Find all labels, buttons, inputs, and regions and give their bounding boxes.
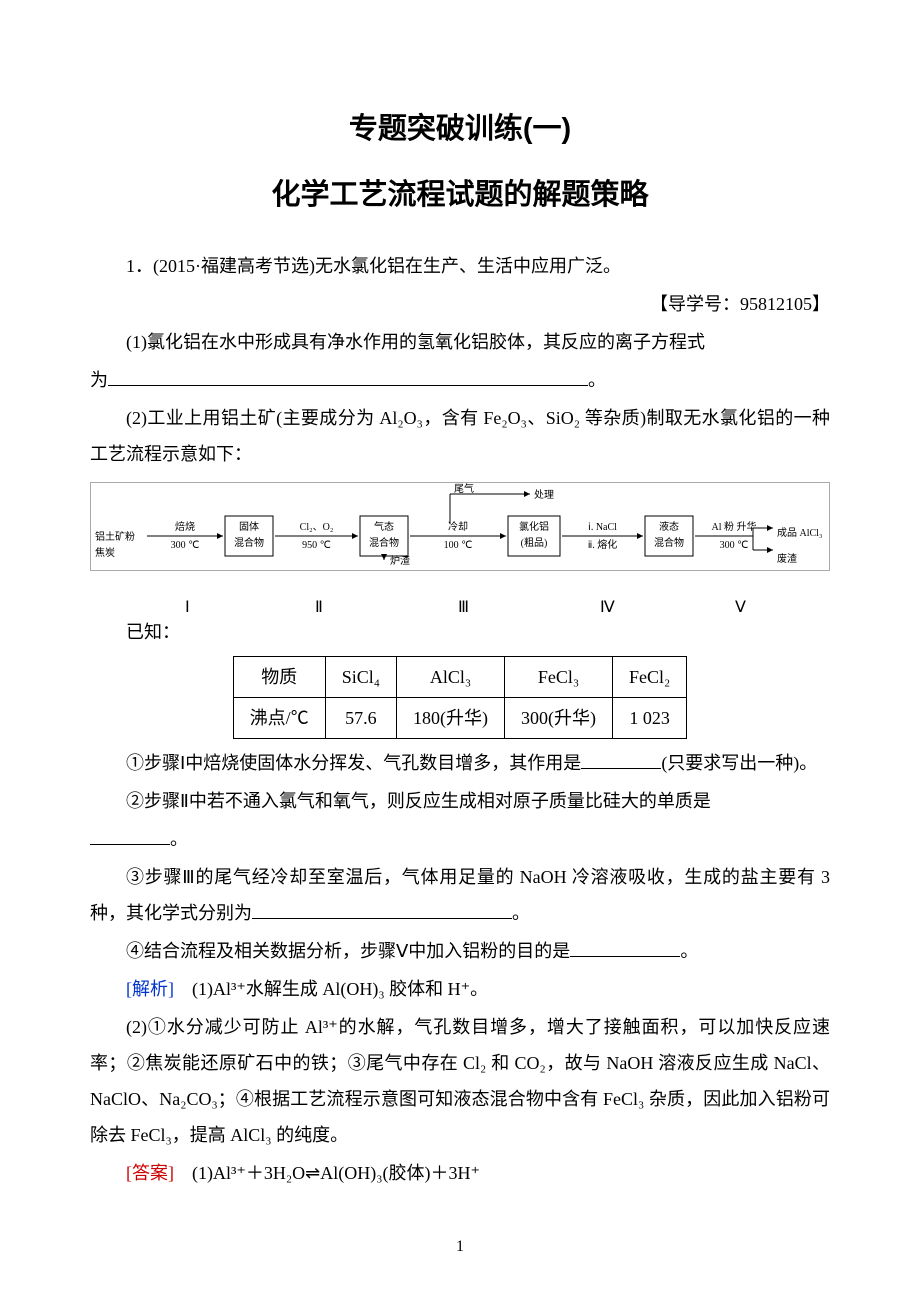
answer-1-text: (1)Al³⁺＋3H₂O⇌Al(OH)₃(胶体)＋3H⁺ bbox=[192, 1163, 480, 1183]
q1-1-prefix: 为 bbox=[90, 370, 108, 390]
roman-Ⅰ: Ⅰ bbox=[185, 592, 190, 624]
flow-diagram: 铝土矿粉焦炭 固体混合物 气态混合物 氯化铝 (粗品) 液态混合物 成品 AlCl₃ 废渣 焙烧… bbox=[90, 482, 830, 612]
q1-intro: 1．(2015·福建高考节选)无水氯化铝在生产、生活中应用广泛。 bbox=[90, 248, 830, 284]
svg-text:冷却: 冷却 bbox=[448, 520, 468, 533]
svg-text:焙烧: 焙烧 bbox=[175, 520, 195, 533]
th-sicl4: SiCl₄ bbox=[325, 657, 396, 698]
svg-text:氯化铝: 氯化铝 bbox=[519, 520, 549, 533]
row-label: 沸点/℃ bbox=[233, 698, 325, 739]
cell-fecl2: 1 023 bbox=[613, 698, 687, 739]
sub-4: ④结合流程及相关数据分析，步骤Ⅴ中加入铝粉的目的是 。 bbox=[90, 933, 830, 969]
s3-text: ③步骤Ⅲ的尾气经冷却至室温后，气体用足量的 NaOH 冷溶液吸收，生成的盐主要有… bbox=[90, 867, 830, 923]
sub-2-b: 。 bbox=[90, 821, 830, 857]
svg-text:处理: 处理 bbox=[534, 489, 554, 501]
blank-5 bbox=[570, 956, 680, 957]
th-alcl3: AlCl₃ bbox=[397, 657, 505, 698]
svg-text:100 ℃: 100 ℃ bbox=[444, 540, 473, 551]
sub-3: ③步骤Ⅲ的尾气经冷却至室温后，气体用足量的 NaOH 冷溶液吸收，生成的盐主要有… bbox=[90, 859, 830, 931]
blank-1 bbox=[108, 385, 588, 386]
analysis-label: [解析] bbox=[126, 979, 174, 999]
page-number: 1 bbox=[90, 1231, 830, 1263]
q1-1-tail: 。 bbox=[588, 370, 606, 390]
sub-2-a: ②步骤Ⅱ中若不通入氯气和氧气，则反应生成相对原子质量比硅大的单质是 bbox=[90, 783, 830, 819]
svg-text:300 ℃: 300 ℃ bbox=[720, 540, 749, 551]
svg-text:尾气: 尾气 bbox=[454, 482, 474, 495]
s4-text: ④结合流程及相关数据分析，步骤Ⅴ中加入铝粉的目的是 bbox=[126, 941, 570, 961]
th-substance: 物质 bbox=[233, 657, 325, 698]
svg-text:ⅱ. 熔化: ⅱ. 熔化 bbox=[588, 538, 618, 551]
svg-text:气态: 气态 bbox=[374, 520, 394, 533]
svg-text:混合物: 混合物 bbox=[234, 536, 264, 549]
roman-Ⅲ: Ⅲ bbox=[458, 592, 469, 624]
s2-tail: 。 bbox=[170, 829, 188, 849]
blank-2 bbox=[581, 768, 661, 769]
svg-text:成品 AlCl₃: 成品 AlCl₃ bbox=[777, 527, 822, 539]
svg-text:焦炭: 焦炭 bbox=[95, 546, 115, 559]
title-line-2: 化学工艺流程试题的解题策略 bbox=[90, 166, 830, 224]
svg-text:950 ℃: 950 ℃ bbox=[302, 540, 331, 551]
q1-1-line1: (1)氯化铝在水中形成具有净水作用的氢氧化铝胶体，其反应的离子方程式 bbox=[90, 324, 830, 360]
q1-2-text: (2)工业上用铝土矿(主要成分为 Al₂O₃，含有 Fe₂O₃、SiO₂ 等杂质… bbox=[90, 400, 830, 472]
q1-1-line2: 为。 bbox=[90, 362, 830, 398]
reference-number: 【导学号：95812105】 bbox=[90, 286, 830, 322]
svg-text:液态: 液态 bbox=[659, 520, 679, 533]
svg-text:Cl₂、O₂: Cl₂、O₂ bbox=[300, 522, 334, 533]
svg-text:ⅰ. NaCl: ⅰ. NaCl bbox=[588, 522, 617, 533]
roman-row: ⅠⅡⅢⅣⅤ bbox=[90, 592, 830, 612]
svg-text:300 ℃: 300 ℃ bbox=[171, 540, 200, 551]
s1-text: ①步骤Ⅰ中焙烧使固体水分挥发、气孔数目增多，其作用是 bbox=[126, 753, 581, 773]
svg-text:铝土矿粉: 铝土矿粉 bbox=[95, 530, 135, 543]
th-fecl2: FeCl₂ bbox=[613, 657, 687, 698]
cell-sicl4: 57.6 bbox=[325, 698, 396, 739]
answer-label: [答案] bbox=[126, 1163, 174, 1183]
title-line-1: 专题突破训练(一) bbox=[90, 100, 830, 158]
th-fecl3: FeCl₃ bbox=[505, 657, 613, 698]
blank-4 bbox=[252, 918, 512, 919]
svg-text:Al 粉 升华: Al 粉 升华 bbox=[712, 520, 757, 533]
svg-text:(粗品): (粗品) bbox=[521, 537, 548, 549]
s1-tail: (只要求写出一种)。 bbox=[661, 753, 817, 773]
blank-3 bbox=[90, 844, 170, 845]
roman-Ⅱ: Ⅱ bbox=[315, 592, 323, 624]
flow-svg: 铝土矿粉焦炭 固体混合物 气态混合物 氯化铝 (粗品) 液态混合物 成品 AlCl₃ 废渣 焙烧… bbox=[90, 482, 830, 592]
svg-text:混合物: 混合物 bbox=[654, 536, 684, 549]
sub-1: ①步骤Ⅰ中焙烧使固体水分挥发、气孔数目增多，其作用是 (只要求写出一种)。 bbox=[90, 745, 830, 781]
svg-text:炉渣: 炉渣 bbox=[390, 554, 410, 567]
table-header-row: 物质 SiCl₄ AlCl₃ FeCl₃ FeCl₂ bbox=[233, 657, 687, 698]
table-row: 沸点/℃ 57.6 180(升华) 300(升华) 1 023 bbox=[233, 698, 687, 739]
analysis-1: [解析] (1)Al³⁺水解生成 Al(OH)₃ 胶体和 H⁺。 bbox=[90, 971, 830, 1007]
roman-Ⅳ: Ⅳ bbox=[600, 592, 615, 624]
cell-alcl3: 180(升华) bbox=[397, 698, 505, 739]
roman-Ⅴ: Ⅴ bbox=[735, 592, 746, 624]
cell-fecl3: 300(升华) bbox=[505, 698, 613, 739]
s4-tail: 。 bbox=[680, 941, 698, 961]
svg-text:废渣: 废渣 bbox=[777, 552, 797, 565]
svg-text:固体: 固体 bbox=[239, 521, 259, 533]
answer-1: [答案] (1)Al³⁺＋3H₂O⇌Al(OH)₃(胶体)＋3H⁺ bbox=[90, 1155, 830, 1191]
svg-text:混合物: 混合物 bbox=[369, 536, 399, 549]
analysis-1-text: (1)Al³⁺水解生成 Al(OH)₃ 胶体和 H⁺。 bbox=[192, 979, 488, 999]
boiling-point-table: 物质 SiCl₄ AlCl₃ FeCl₃ FeCl₂ 沸点/℃ 57.6 180… bbox=[233, 656, 688, 739]
s3-tail: 。 bbox=[512, 903, 530, 923]
analysis-2: (2)①水分减少可防止 Al³⁺的水解，气孔数目增多，增大了接触面积，可以加快反… bbox=[90, 1009, 830, 1153]
